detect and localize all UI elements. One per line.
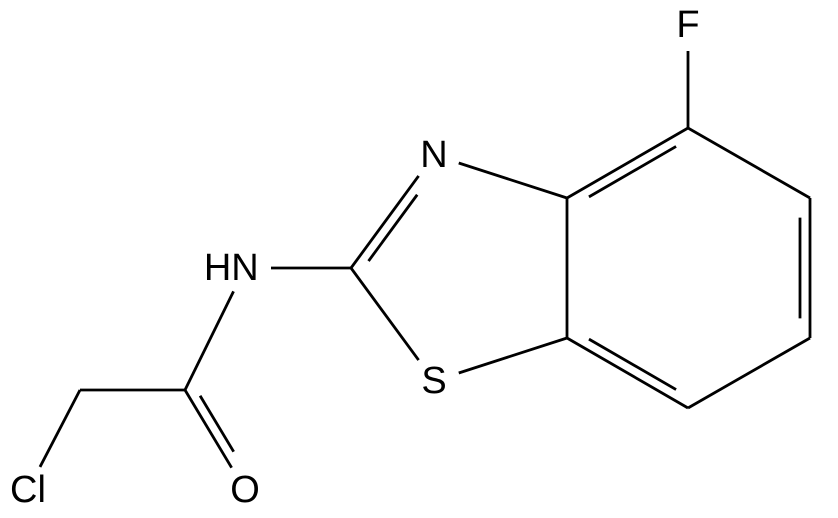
bond-line — [459, 163, 567, 198]
bond-line — [567, 128, 688, 198]
bond-line — [369, 195, 418, 261]
bond-line — [459, 338, 567, 373]
atom-label-S1: S — [421, 360, 446, 402]
atom-label-N_amide: HN — [204, 247, 259, 289]
atom-label-N3: N — [420, 134, 447, 176]
bond-line — [688, 338, 810, 408]
bond-line — [589, 146, 676, 196]
atom-label-O: O — [230, 469, 260, 511]
bond-line — [589, 339, 676, 389]
bond-line — [351, 268, 419, 360]
atom-label-Cl: Cl — [10, 469, 46, 511]
atom-label-F: F — [676, 4, 699, 46]
bond-line — [351, 176, 419, 268]
bond-line — [40, 390, 80, 467]
bond-line — [185, 291, 234, 390]
bond-line — [185, 390, 232, 468]
molecule-diagram: F N S HN O Cl — [0, 0, 838, 518]
bond-line — [688, 128, 810, 198]
bond-line — [567, 338, 688, 408]
